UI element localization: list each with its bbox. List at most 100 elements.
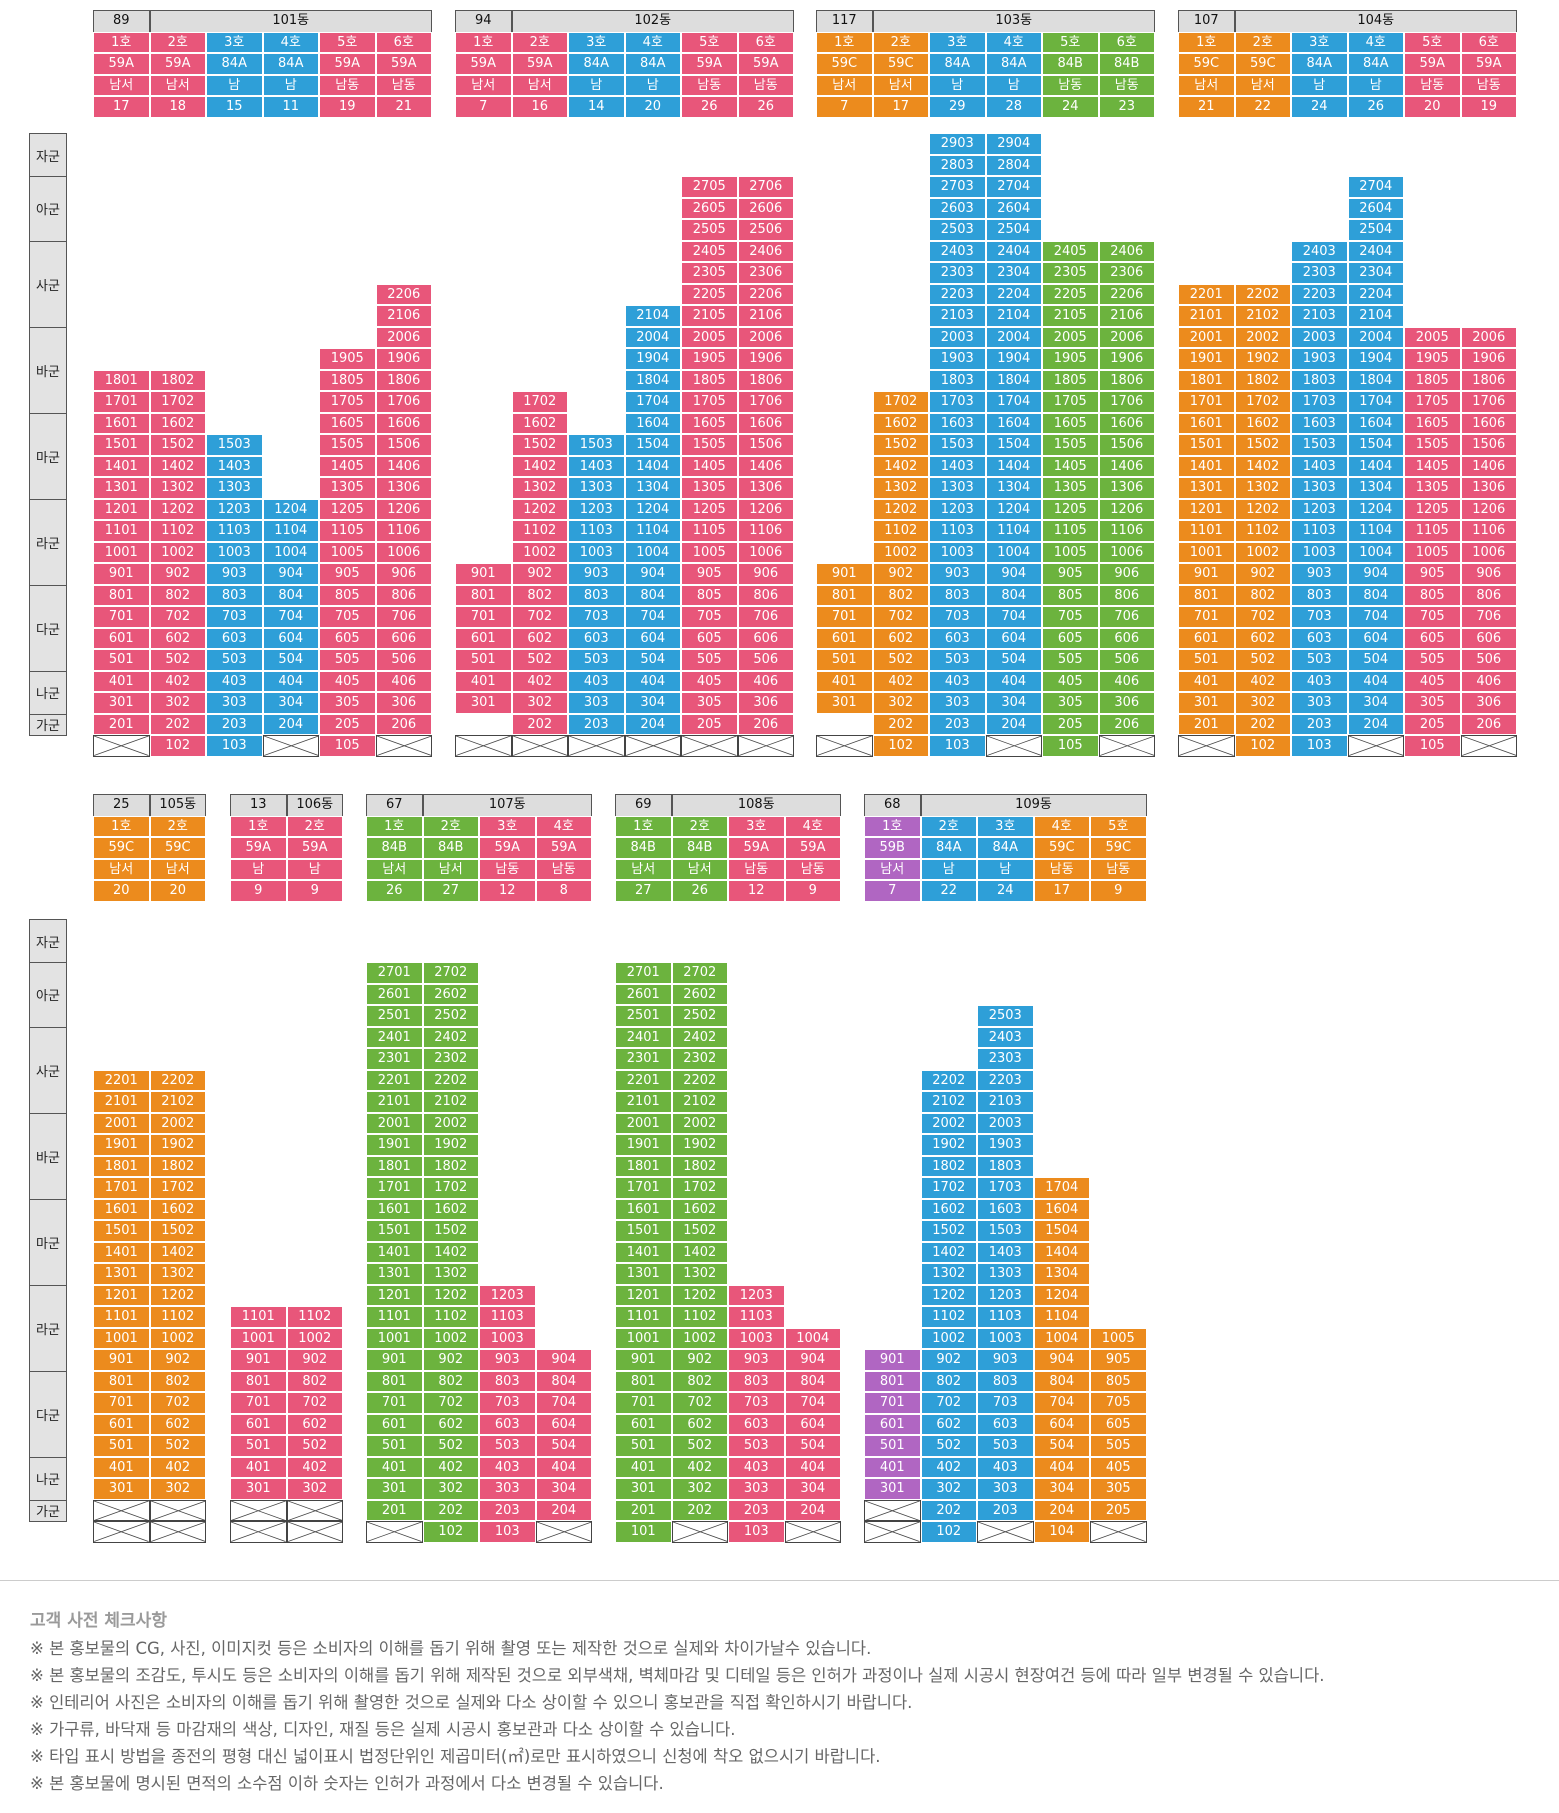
apartment-unit: 301 — [615, 1478, 672, 1500]
empty-cell — [230, 1521, 287, 1543]
apartment-unit: 604 — [784, 1413, 841, 1435]
apartment-unit: 2304 — [985, 262, 1042, 284]
unit-count-label: 19 — [319, 96, 376, 118]
apartment-unit: 906 — [1098, 563, 1155, 585]
apartment-unit: 1906 — [1460, 348, 1517, 370]
unit-count-label: 12 — [728, 880, 785, 902]
apartment-unit: 1201 — [93, 498, 150, 520]
apartment-unit: 1302 — [149, 477, 206, 499]
apartment-unit: 401 — [864, 1456, 921, 1478]
unit-type-label: 59A — [1460, 53, 1517, 75]
empty-cell — [977, 1521, 1034, 1543]
apartment-unit: 1805 — [1404, 369, 1461, 391]
unit-count-label: 20 — [624, 96, 681, 118]
apartment-unit: 704 — [784, 1392, 841, 1414]
apartment-unit: 2701 — [615, 962, 672, 984]
apartment-unit: 1606 — [737, 412, 794, 434]
building-count: 68 — [864, 794, 921, 817]
apartment-unit: 2001 — [1178, 326, 1235, 348]
apartment-unit: 1005 — [1042, 541, 1099, 563]
apartment-unit: 604 — [1033, 1413, 1090, 1435]
apartment-unit: 406 — [375, 670, 432, 692]
apartment-unit: 1201 — [615, 1284, 672, 1306]
apartment-unit: 1004 — [262, 541, 319, 563]
apartment-unit: 1104 — [1033, 1306, 1090, 1328]
unit-type-label: 59B — [864, 837, 921, 859]
empty-cell — [784, 1521, 841, 1543]
apartment-unit: 602 — [872, 627, 929, 649]
apartment-unit: 2502 — [422, 1005, 479, 1027]
apartment-unit: 1103 — [206, 520, 263, 542]
apartment-unit: 1402 — [671, 1241, 728, 1263]
grade-label: 자군 — [29, 133, 67, 177]
apartment-unit: 1002 — [149, 541, 206, 563]
apartment-unit: 1401 — [1178, 455, 1235, 477]
empty-cell — [535, 1521, 592, 1543]
apartment-unit: 404 — [985, 670, 1042, 692]
apartment-unit: 1901 — [1178, 348, 1235, 370]
apartment-unit: 1303 — [977, 1263, 1034, 1285]
apartment-unit: 502 — [671, 1435, 728, 1457]
empty-cell — [671, 1521, 728, 1543]
apartment-unit: 1801 — [93, 369, 150, 391]
apartment-unit: 1402 — [872, 455, 929, 477]
unit-type-label: 59C — [1178, 53, 1235, 75]
apartment-unit: 1702 — [920, 1177, 977, 1199]
unit-type-label: 59A — [319, 53, 376, 75]
apartment-unit: 2503 — [929, 219, 986, 241]
unit-count-label: 17 — [1033, 880, 1090, 902]
grade-label: 가군 — [29, 713, 67, 736]
apartment-unit: 2004 — [624, 326, 681, 348]
apartment-unit: 1702 — [149, 1177, 206, 1199]
apartment-unit: 1102 — [286, 1306, 343, 1328]
unit-number-label: 5호 — [1404, 31, 1461, 53]
apartment-unit: 406 — [1098, 670, 1155, 692]
apartment-unit: 1402 — [1234, 455, 1291, 477]
grade-label: 아군 — [29, 962, 67, 1028]
unit-number-label: 1호 — [93, 31, 150, 53]
apartment-unit: 504 — [985, 649, 1042, 671]
apartment-unit: 601 — [455, 627, 512, 649]
empty-cell — [93, 735, 150, 757]
apartment-unit: 2004 — [1347, 326, 1404, 348]
unit-number-label: 3호 — [206, 31, 263, 53]
apartment-unit: 1602 — [149, 412, 206, 434]
apartment-unit: 902 — [511, 563, 568, 585]
apartment-unit: 905 — [1404, 563, 1461, 585]
apartment-unit: 503 — [206, 649, 263, 671]
apartment-unit: 905 — [319, 563, 376, 585]
apartment-unit: 103 — [206, 735, 263, 757]
unit-direction-label: 남서 — [511, 74, 568, 96]
apartment-unit: 1606 — [1460, 412, 1517, 434]
apartment-unit: 1804 — [985, 369, 1042, 391]
apartment-unit: 2106 — [375, 305, 432, 327]
apartment-unit: 2602 — [422, 983, 479, 1005]
apartment-unit: 205 — [1042, 713, 1099, 735]
apartment-unit: 102 — [149, 735, 206, 757]
apartment-unit: 2205 — [1042, 283, 1099, 305]
apartment-unit: 1502 — [1234, 434, 1291, 456]
apartment-unit: 404 — [535, 1456, 592, 1478]
apartment-unit: 606 — [375, 627, 432, 649]
apartment-unit: 301 — [230, 1478, 287, 1500]
unit-number-label: 2호 — [149, 815, 206, 837]
apartment-unit: 1002 — [511, 541, 568, 563]
apartment-unit: 1002 — [149, 1327, 206, 1349]
unit-type-label: 59A — [1404, 53, 1461, 75]
apartment-unit: 806 — [1460, 584, 1517, 606]
apartment-unit: 1504 — [1033, 1220, 1090, 1242]
apartment-unit: 402 — [149, 1456, 206, 1478]
apartment-unit: 504 — [784, 1435, 841, 1457]
apartment-unit: 1401 — [615, 1241, 672, 1263]
apartment-unit: 1005 — [1090, 1327, 1147, 1349]
apartment-unit: 2003 — [977, 1112, 1034, 1134]
apartment-unit: 1405 — [1042, 455, 1099, 477]
apartment-unit: 1204 — [1347, 498, 1404, 520]
apartment-unit: 2103 — [929, 305, 986, 327]
apartment-unit: 301 — [93, 1478, 150, 1500]
unit-direction-label: 남동 — [479, 858, 536, 880]
unit-count-label: 14 — [568, 96, 625, 118]
apartment-unit: 304 — [784, 1478, 841, 1500]
apartment-unit: 403 — [479, 1456, 536, 1478]
